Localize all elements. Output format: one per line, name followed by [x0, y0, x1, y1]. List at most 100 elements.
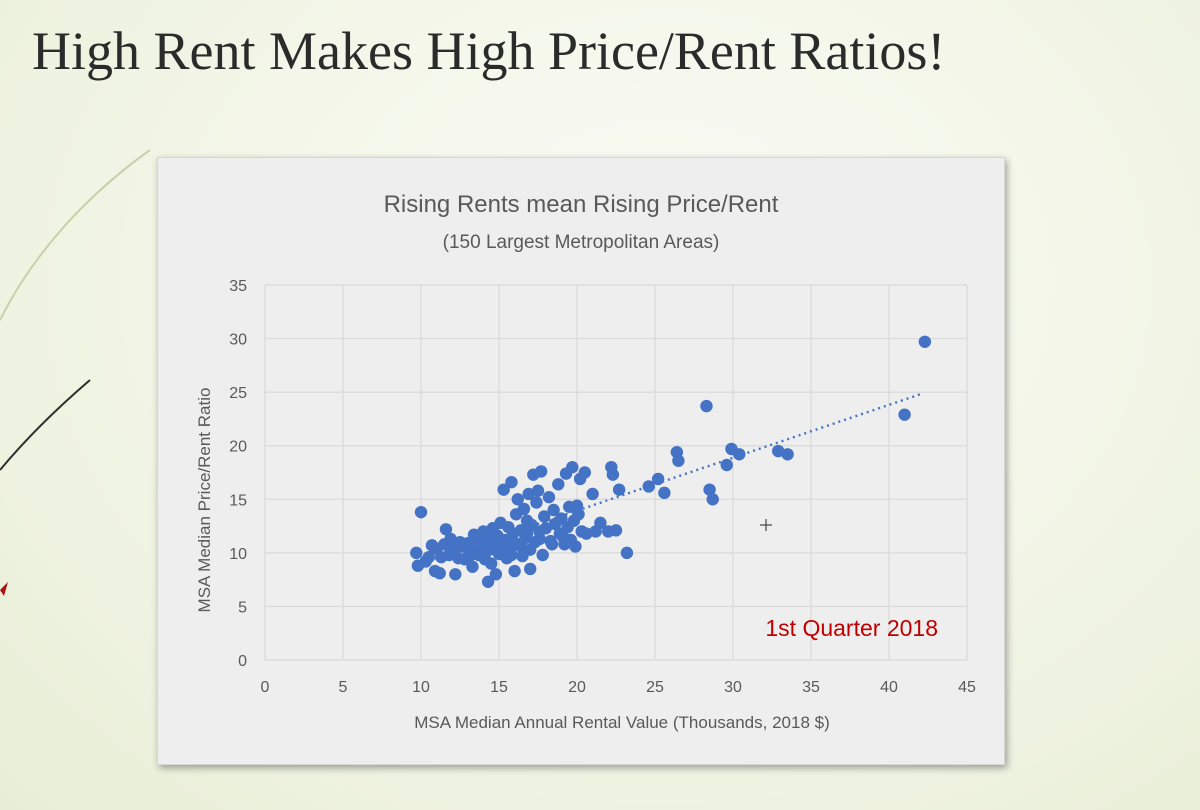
slide-title: High Rent Makes High Price/Rent Ratios!	[32, 21, 946, 81]
chart-subtitle: (150 Largest Metropolitan Areas)	[443, 232, 720, 253]
data-point	[536, 548, 549, 562]
x-tick-label: 25	[646, 679, 664, 696]
data-point	[478, 546, 492, 560]
data-point	[547, 503, 560, 517]
y-tick-label: 30	[229, 332, 247, 349]
data-point	[464, 548, 478, 562]
data-point	[569, 540, 582, 553]
data-point	[522, 487, 535, 501]
data-point	[586, 487, 599, 501]
trendline	[417, 392, 924, 566]
gridlines	[264, 284, 968, 661]
data-point	[539, 522, 552, 535]
data-point	[524, 543, 537, 556]
data-point	[578, 466, 591, 479]
swoosh-line-light	[0, 149, 151, 321]
data-point	[898, 408, 911, 421]
data-point	[414, 505, 428, 519]
cursor-crosshair-icon	[760, 519, 772, 531]
data-point	[672, 454, 685, 467]
data-point	[531, 484, 545, 497]
data-points	[410, 335, 932, 588]
data-point	[580, 527, 593, 540]
decorative-swoosh	[0, 149, 151, 596]
x-tick-label: 10	[412, 679, 430, 696]
data-point	[594, 516, 607, 530]
data-point	[485, 557, 498, 570]
tick-labels: 0 5 10 15 20 25 30 35 40 45 0 5 10 15 20 25 30 35	[229, 278, 976, 696]
data-point	[489, 568, 503, 581]
y-tick-label: 5	[238, 599, 247, 616]
x-tick-label: 45	[958, 679, 976, 696]
data-point	[530, 496, 543, 509]
data-point	[552, 478, 565, 491]
y-axis-title: MSA Median Price/Rent Ratio	[195, 388, 214, 613]
data-point	[517, 502, 531, 516]
data-point	[566, 460, 579, 474]
x-tick-label: 35	[802, 679, 820, 696]
data-point	[422, 550, 435, 564]
data-point	[524, 562, 537, 576]
data-point	[520, 527, 534, 540]
x-tick-label: 15	[490, 679, 508, 696]
period-annotation: 1st Quarter 2018	[765, 615, 938, 641]
data-point	[706, 493, 719, 506]
x-tick-label: 0	[261, 679, 270, 696]
y-tick-label: 10	[229, 546, 247, 563]
x-axis-title: MSA Median Annual Rental Value (Thousand…	[414, 713, 830, 732]
data-point	[534, 465, 548, 478]
red-arrow-mark	[0, 582, 8, 596]
data-point	[703, 483, 716, 496]
y-tick-label: 15	[229, 492, 247, 509]
data-point	[620, 546, 634, 560]
data-point	[606, 468, 620, 481]
data-point	[542, 490, 556, 504]
data-point	[772, 444, 785, 458]
data-point	[439, 523, 453, 536]
x-tick-label: 30	[724, 679, 742, 696]
data-point	[781, 448, 794, 461]
data-point	[642, 480, 655, 493]
data-point	[918, 335, 932, 348]
data-point	[497, 483, 510, 496]
data-point	[485, 532, 498, 546]
y-tick-label: 35	[229, 278, 247, 295]
data-point	[572, 508, 585, 521]
data-point	[609, 524, 623, 537]
data-point	[538, 510, 551, 523]
data-point	[508, 564, 521, 578]
swoosh-line-dark	[0, 379, 91, 471]
trendline-layer	[417, 392, 924, 566]
data-point	[555, 512, 568, 525]
data-point	[466, 560, 479, 573]
y-tick-label: 20	[229, 439, 247, 456]
scatter-chart: Rising Rents mean Rising Price/Rent (150…	[195, 191, 976, 732]
x-tick-label: 20	[568, 679, 586, 696]
x-tick-label: 40	[880, 679, 898, 696]
data-point	[658, 486, 671, 500]
data-point	[720, 458, 733, 472]
data-point	[651, 472, 665, 486]
data-point	[533, 532, 546, 546]
data-point	[410, 546, 423, 560]
data-point	[505, 548, 518, 562]
data-point	[556, 530, 570, 543]
data-point	[733, 448, 746, 461]
data-point	[511, 493, 524, 506]
y-tick-label: 0	[238, 653, 247, 670]
data-point	[612, 483, 626, 496]
data-point	[545, 538, 559, 551]
data-point	[700, 399, 713, 413]
data-point	[449, 568, 462, 581]
y-tick-label: 25	[229, 385, 247, 402]
data-point	[446, 541, 459, 554]
data-point	[469, 531, 482, 545]
data-point	[433, 567, 446, 580]
data-point	[492, 543, 506, 556]
chart-title: Rising Rents mean Rising Price/Rent	[384, 191, 779, 218]
x-tick-label: 5	[339, 679, 348, 696]
chart-panel: Rising Rents mean Rising Price/Rent (150…	[157, 157, 1005, 765]
data-point	[505, 475, 518, 489]
data-point	[508, 537, 521, 550]
data-point	[481, 575, 495, 588]
